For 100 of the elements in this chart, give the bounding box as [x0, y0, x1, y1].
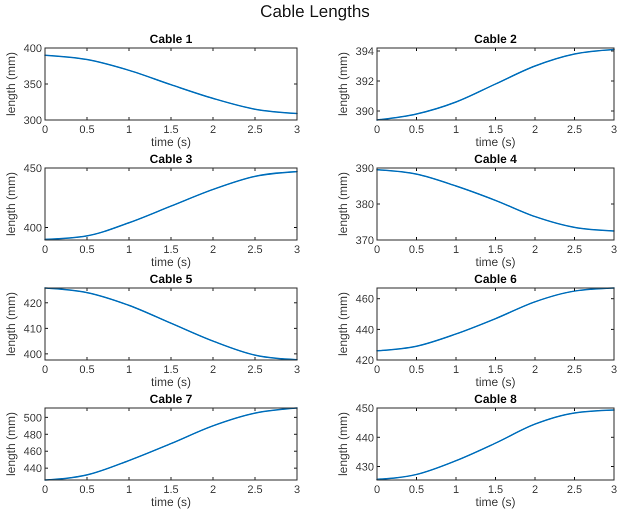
x-tick-label: 1.5 — [163, 244, 179, 256]
y-axis-title: length (mm) — [4, 292, 18, 356]
y-axis-title: length (mm) — [336, 172, 350, 236]
y-tick-label: 420 — [356, 355, 374, 367]
y-tick-label: 392 — [356, 76, 374, 88]
x-tick-label: 0 — [42, 244, 48, 256]
x-tick-label: 2.5 — [247, 484, 263, 496]
y-tick-label: 420 — [24, 298, 42, 310]
x-tick-label: 1 — [452, 124, 460, 136]
chart-title: Cable 2 — [474, 32, 518, 46]
chart-title: Cable 7 — [150, 392, 193, 406]
line-series — [44, 170, 298, 240]
y-tick-label: 450 — [24, 163, 42, 175]
x-tick-label: 0.5 — [408, 244, 424, 256]
y-tick-label: 460 — [356, 294, 374, 306]
y-tick-label: 370 — [356, 235, 374, 247]
y-tick-label: 450 — [356, 403, 374, 415]
x-tick-label: 0 — [374, 364, 380, 376]
y-tick-label: 500 — [24, 412, 42, 424]
x-axis-title: time (s) — [476, 255, 516, 269]
y-axis-title: length (mm) — [4, 52, 18, 116]
chart-title: Cable 1 — [150, 32, 193, 46]
y-axis-title: length (mm) — [336, 52, 350, 116]
x-tick-label: 3 — [610, 484, 618, 496]
x-tick-label: 0 — [42, 364, 48, 376]
y-tick-label: 410 — [24, 323, 42, 336]
x-tick-label: 0.5 — [408, 124, 424, 136]
x-tick-label: 2 — [210, 484, 216, 496]
x-tick-label: 0.5 — [408, 484, 424, 496]
x-tick-label: 2 — [532, 244, 538, 256]
x-tick-label: 1 — [452, 364, 460, 376]
x-tick-label: 1.5 — [488, 484, 504, 496]
y-tick-label: 400 — [24, 222, 42, 235]
line-series — [376, 48, 615, 121]
x-tick-label: 0 — [374, 124, 380, 136]
x-tick-label: 2.5 — [566, 124, 582, 136]
y-axis-title: length (mm) — [336, 412, 350, 476]
x-tick-label: 1.5 — [163, 364, 179, 376]
x-tick-label: 0 — [42, 484, 48, 496]
y-tick-label: 430 — [356, 462, 374, 474]
x-tick-label: 2 — [532, 484, 538, 496]
x-tick-label: 1.5 — [488, 364, 504, 376]
line-series — [376, 169, 615, 232]
y-tick-label: 460 — [24, 446, 42, 458]
x-tick-label: 0.5 — [79, 124, 95, 136]
line-series — [44, 287, 298, 360]
x-tick-label: 2.5 — [566, 484, 582, 496]
x-tick-label: 1.5 — [163, 484, 179, 496]
chart-title: Cable 4 — [474, 152, 518, 166]
x-tick-label: 0 — [42, 124, 48, 136]
line-series — [44, 54, 298, 114]
chart-title: Cable 6 — [474, 272, 518, 286]
x-tick-label: 2.5 — [566, 244, 582, 256]
x-tick-label: 0.5 — [79, 244, 95, 256]
x-axis-title: time (s) — [476, 495, 516, 509]
y-tick-label: 300 — [24, 115, 42, 127]
x-tick-label: 1.5 — [488, 124, 504, 136]
chart-title: Cable 8 — [474, 392, 518, 406]
y-axis-title: length (mm) — [4, 412, 18, 476]
x-tick-label: 2.5 — [566, 364, 582, 376]
x-tick-label: 1 — [452, 484, 460, 496]
line-series — [376, 287, 615, 352]
x-tick-label: 3 — [610, 244, 618, 256]
x-tick-label: 3 — [610, 364, 618, 376]
x-tick-label: 2 — [210, 124, 216, 136]
x-tick-label: 1 — [452, 244, 460, 256]
x-axis-title: time (s) — [151, 135, 191, 149]
chart-title: Cable 5 — [150, 272, 193, 286]
x-tick-label: 0.5 — [79, 484, 95, 496]
x-tick-label: 3 — [294, 484, 300, 496]
x-tick-label: 1.5 — [488, 244, 504, 256]
x-tick-label: 2 — [532, 364, 538, 376]
y-tick-label: 394 — [356, 46, 374, 58]
x-tick-label: 1 — [126, 364, 132, 376]
x-tick-label: 1 — [126, 484, 132, 496]
x-tick-label: 1 — [126, 244, 132, 256]
y-tick-label: 440 — [356, 432, 374, 444]
y-tick-label: 440 — [24, 463, 42, 476]
x-axis-title: time (s) — [476, 375, 516, 389]
line-series — [376, 409, 615, 480]
x-axis-title: time (s) — [151, 375, 191, 389]
chart-title: Cable 3 — [150, 152, 193, 166]
y-tick-label: 390 — [356, 163, 374, 175]
x-tick-label: 0.5 — [408, 364, 424, 376]
x-tick-label: 3 — [294, 244, 300, 256]
y-tick-label: 480 — [24, 429, 42, 442]
y-axis-title: length (mm) — [4, 172, 18, 236]
x-tick-label: 0 — [374, 484, 380, 496]
x-axis-title: time (s) — [151, 495, 191, 509]
y-tick-label: 350 — [24, 79, 42, 91]
y-tick-label: 390 — [356, 106, 374, 118]
y-tick-label: 400 — [24, 348, 42, 361]
x-tick-label: 3 — [610, 124, 618, 136]
y-tick-label: 440 — [356, 324, 374, 336]
x-tick-label: 2.5 — [247, 244, 263, 256]
x-axis-title: time (s) — [151, 255, 191, 269]
y-tick-label: 400 — [24, 43, 42, 55]
x-tick-label: 3 — [294, 124, 300, 136]
x-tick-label: 2 — [532, 124, 538, 136]
x-tick-label: 0 — [374, 244, 380, 256]
